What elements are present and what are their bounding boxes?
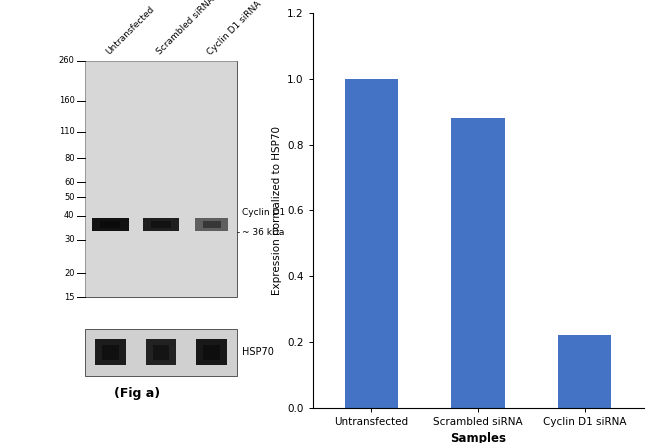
Text: 80: 80 — [64, 154, 75, 163]
Bar — [203, 345, 220, 360]
Bar — [100, 221, 120, 228]
Text: Cyclin D1 siRNA: Cyclin D1 siRNA — [205, 0, 263, 57]
Bar — [344, 79, 398, 408]
Y-axis label: Expression normalized to HSP70: Expression normalized to HSP70 — [272, 126, 281, 295]
Text: 20: 20 — [64, 269, 75, 278]
Bar — [102, 345, 119, 360]
Text: Scrambled siRNA: Scrambled siRNA — [155, 0, 216, 57]
Bar — [85, 329, 237, 376]
Text: 15: 15 — [64, 293, 75, 302]
Text: 60: 60 — [64, 178, 75, 187]
Text: (Fig a): (Fig a) — [114, 387, 161, 400]
Bar — [92, 218, 129, 231]
Bar — [196, 339, 228, 365]
Text: -: - — [237, 228, 240, 237]
Text: 260: 260 — [58, 56, 75, 65]
Text: 110: 110 — [59, 128, 75, 136]
Bar — [95, 339, 125, 365]
Bar — [153, 345, 169, 360]
Bar — [85, 61, 237, 297]
Bar — [143, 218, 179, 231]
Text: Cyclin D1: Cyclin D1 — [242, 208, 285, 217]
Text: 160: 160 — [58, 97, 75, 105]
Text: ~ 36 kDa: ~ 36 kDa — [242, 228, 285, 237]
Bar — [203, 221, 220, 228]
Bar — [85, 61, 136, 297]
Text: HSP70: HSP70 — [242, 347, 274, 358]
Bar — [136, 61, 187, 297]
Bar — [187, 61, 237, 297]
Bar — [195, 218, 228, 231]
Bar — [452, 118, 505, 408]
Text: 50: 50 — [64, 193, 75, 202]
Bar — [558, 335, 612, 408]
X-axis label: Samples: Samples — [450, 432, 506, 443]
Text: 30: 30 — [64, 235, 75, 244]
Text: Untransfected: Untransfected — [104, 5, 156, 57]
Bar — [151, 221, 171, 228]
Text: 40: 40 — [64, 211, 75, 220]
Bar — [146, 339, 176, 365]
